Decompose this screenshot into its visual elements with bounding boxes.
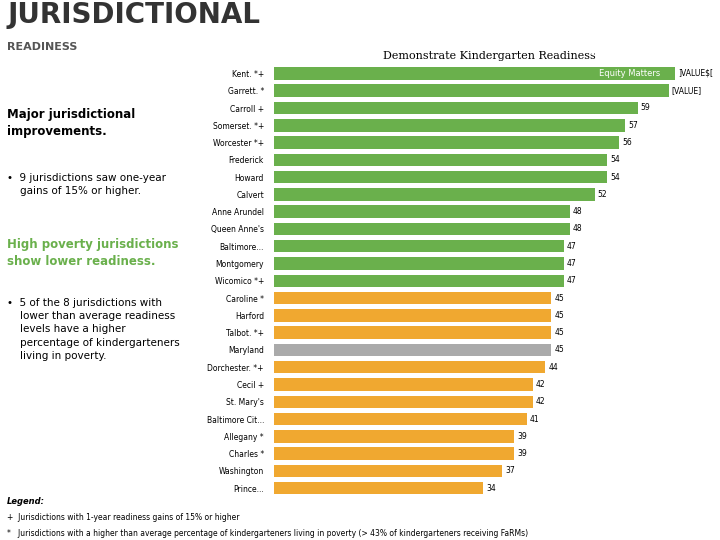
Text: MATTERS: MATTERS — [590, 43, 670, 58]
Bar — [274, 309, 552, 322]
Text: •  5 of the 8 jurisdictions with
    lower than average readiness
    levels hav: • 5 of the 8 jurisdictions with lower th… — [7, 298, 180, 361]
Text: 45: 45 — [554, 311, 564, 320]
Text: 34: 34 — [487, 484, 496, 492]
Text: READINESS: READINESS — [7, 42, 78, 52]
Text: Major jurisdictional
improvements.: Major jurisdictional improvements. — [7, 108, 135, 138]
Bar — [274, 343, 552, 356]
Text: 45: 45 — [554, 328, 564, 337]
Text: 45: 45 — [554, 294, 564, 302]
Bar — [274, 188, 595, 201]
Text: 47: 47 — [567, 276, 577, 285]
Bar — [274, 326, 552, 339]
Bar — [274, 395, 533, 408]
Text: 42: 42 — [536, 380, 546, 389]
Bar — [274, 67, 675, 80]
Text: *   Jurisdictions with a higher than average percentage of kindergarteners livin: * Jurisdictions with a higher than avera… — [7, 529, 528, 538]
Bar — [274, 222, 570, 235]
Bar — [274, 102, 638, 114]
Bar — [274, 361, 545, 374]
Text: 48: 48 — [573, 225, 582, 233]
Text: [VALUE]: [VALUE] — [672, 86, 702, 95]
Text: ]VALUE$[: ]VALUE$[ — [678, 69, 713, 78]
Text: 54: 54 — [610, 173, 620, 181]
Text: 44: 44 — [548, 363, 558, 372]
Text: 42: 42 — [536, 397, 546, 406]
Bar — [274, 171, 607, 184]
Text: 39: 39 — [518, 449, 527, 458]
Text: 39: 39 — [518, 432, 527, 441]
Bar — [274, 482, 483, 495]
Bar — [274, 240, 564, 253]
Text: 37: 37 — [505, 467, 515, 475]
Text: 54: 54 — [610, 156, 620, 164]
Text: •  9 jurisdictions saw one-year
    gains of 15% or higher.: • 9 jurisdictions saw one-year gains of … — [7, 173, 166, 196]
Bar — [274, 257, 564, 270]
Text: 52: 52 — [598, 190, 607, 199]
Text: 57: 57 — [629, 121, 638, 130]
Text: 47: 47 — [567, 242, 577, 251]
Text: Equity Matters: Equity Matters — [599, 69, 661, 78]
Bar — [274, 205, 570, 218]
Title: Demonstrate Kindergarten Readiness: Demonstrate Kindergarten Readiness — [383, 51, 596, 61]
Bar — [274, 84, 669, 97]
Text: 45: 45 — [554, 346, 564, 354]
Text: High poverty jurisdictions
show lower readiness.: High poverty jurisdictions show lower re… — [7, 238, 179, 268]
Bar — [274, 378, 533, 391]
Text: +  Jurisdictions with 1-year readiness gains of 15% or higher: + Jurisdictions with 1-year readiness ga… — [7, 513, 240, 522]
Text: Legend:: Legend: — [7, 497, 45, 506]
Text: READINESS: READINESS — [582, 17, 678, 32]
Text: 56: 56 — [622, 138, 632, 147]
Text: 48: 48 — [573, 207, 582, 216]
Text: 47: 47 — [567, 259, 577, 268]
Text: 41: 41 — [530, 415, 539, 423]
Text: 59: 59 — [641, 104, 651, 112]
Bar — [274, 274, 564, 287]
Bar — [274, 292, 552, 305]
Bar — [274, 430, 514, 443]
Bar — [274, 136, 619, 149]
Text: JURISDICTIONAL: JURISDICTIONAL — [7, 1, 260, 29]
Bar — [274, 413, 526, 426]
Bar — [274, 153, 607, 166]
Bar — [274, 119, 626, 132]
Bar — [274, 464, 502, 477]
Bar — [274, 447, 514, 460]
